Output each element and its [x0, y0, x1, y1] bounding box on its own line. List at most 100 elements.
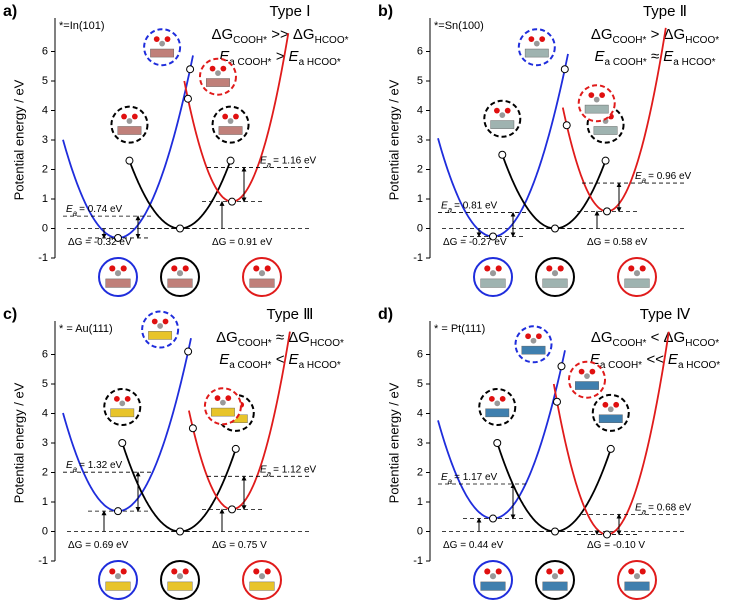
atom — [109, 568, 116, 575]
state-point — [489, 514, 497, 523]
atom — [124, 396, 131, 402]
atom — [157, 323, 164, 329]
condition-text: ≈ ΔG — [272, 329, 310, 346]
condition-subscript: HCOO* — [685, 338, 719, 349]
state-bubble — [198, 57, 237, 96]
reaction-energy-label: ΔG = 0.91 eV — [212, 237, 273, 248]
atom — [162, 318, 169, 325]
y-tick-label: 1 — [417, 193, 423, 205]
state-point — [551, 224, 559, 233]
state-point — [606, 444, 615, 453]
state-point — [188, 424, 197, 433]
state-point — [176, 224, 184, 233]
barrier-symbol: E — [260, 464, 267, 475]
slab — [524, 48, 549, 58]
atom — [151, 318, 158, 325]
slab — [480, 581, 506, 591]
atom — [253, 568, 260, 575]
state-point — [114, 233, 122, 242]
atom — [220, 399, 226, 406]
barrier-subscript: a — [267, 160, 272, 169]
atom — [182, 265, 189, 272]
condition-text: > ΔG — [646, 26, 685, 43]
atom — [131, 113, 138, 120]
panel-label: d) — [378, 306, 393, 323]
condition-subscript: a COOH* — [600, 360, 642, 371]
atom — [599, 92, 606, 99]
condition-text: ΔG — [216, 329, 238, 346]
condition-subscript: HCOO* — [310, 338, 344, 349]
y-tick-label: -1 — [413, 252, 423, 264]
atom — [159, 40, 165, 47]
atom — [499, 112, 506, 119]
atom — [484, 568, 491, 575]
state-point — [186, 65, 195, 74]
y-tick-label: 2 — [42, 163, 48, 175]
type-label: Type Ⅲ — [266, 306, 313, 323]
atom — [209, 65, 216, 72]
y-tick-label: 0 — [42, 222, 48, 234]
barrier-symbol: E — [635, 171, 642, 182]
product-bubble — [242, 257, 282, 297]
condition: Ea COOH* < Ea HCOO* — [219, 351, 341, 371]
barrier-symbol: E — [66, 460, 73, 471]
condition-subscript: COOH* — [233, 35, 267, 46]
atom — [222, 113, 229, 120]
barrier-subscript: a — [448, 477, 453, 486]
atom — [164, 36, 171, 42]
atom — [264, 568, 271, 575]
reaction-energy-label: ΔG = -0.10 V — [587, 540, 645, 551]
atom — [126, 118, 133, 124]
energy-curve — [437, 350, 566, 520]
condition: ΔGCOOH* >> ΔGHCOO* — [211, 26, 348, 46]
state-point — [557, 362, 566, 371]
surface-label: *=In(101) — [59, 20, 105, 32]
slab — [624, 278, 650, 288]
barrier-symbol: E — [635, 502, 642, 513]
state-bubble — [143, 28, 182, 67]
condition-subscript: a HCOO* — [299, 360, 341, 371]
atom — [494, 400, 501, 407]
y-tick-label: 6 — [42, 348, 48, 360]
y-tick-label: 4 — [42, 407, 48, 419]
atom — [546, 568, 553, 575]
slab — [206, 78, 230, 87]
type-label: Type Ⅰ — [269, 3, 310, 20]
condition-subscript: a COOH* — [229, 360, 271, 371]
product-bubble — [160, 560, 200, 600]
atom — [215, 70, 221, 76]
condition-text: < ΔG — [646, 329, 685, 346]
reaction-energy-label: ΔG = 0.44 eV — [443, 540, 504, 551]
state-bubble — [103, 388, 142, 426]
state-point — [489, 232, 497, 241]
type-label: Type Ⅳ — [640, 306, 691, 323]
barrier-label: Ea = 0.96 eV — [635, 171, 692, 185]
state-point — [493, 439, 502, 447]
slab — [105, 581, 131, 591]
condition-text: E — [219, 48, 230, 65]
atom — [546, 265, 553, 272]
atom — [176, 270, 184, 277]
y-tick-label: 4 — [42, 104, 48, 116]
condition-text: > E — [271, 48, 299, 65]
condition-subscript: a HCOO* — [299, 57, 341, 68]
atom — [528, 36, 535, 42]
slab — [249, 278, 275, 288]
atom — [233, 113, 239, 120]
state-bubble — [141, 310, 180, 349]
state-point — [228, 505, 236, 514]
surface-label: * = Au(111) — [59, 323, 113, 335]
atom — [536, 333, 542, 340]
atom — [488, 396, 495, 402]
atom — [539, 36, 546, 42]
condition-subscript: COOH* — [613, 338, 647, 349]
slab — [485, 408, 510, 418]
state-bubble — [514, 325, 553, 364]
slab — [480, 278, 506, 288]
condition-subscript: HCOO* — [685, 35, 719, 46]
y-tick-label: 6 — [417, 45, 423, 57]
atom — [530, 337, 537, 344]
y-tick-label: 4 — [417, 407, 423, 419]
state-point — [603, 207, 611, 216]
state-point — [118, 439, 127, 447]
